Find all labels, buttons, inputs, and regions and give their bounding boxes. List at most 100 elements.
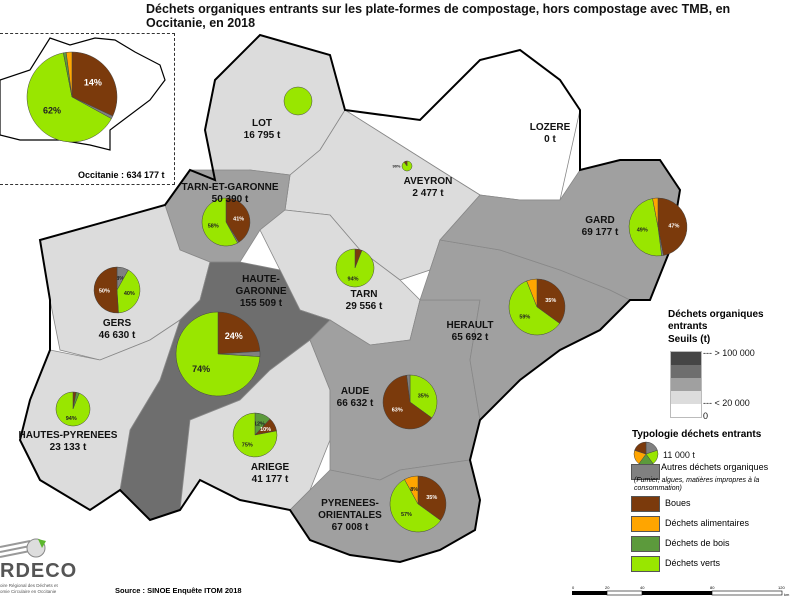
pie-hautes-pyrenees-slice-label: 94% (66, 416, 77, 422)
pie-aude-slice-autres (406, 374, 411, 403)
inset-pie-slice-alimentaires (65, 51, 73, 98)
pie-herault-slice-verts (508, 280, 561, 336)
department-name: AVEYRON (403, 176, 453, 187)
legend-threshold-low: --- < 20 000 (703, 398, 750, 408)
legend-size-reference: 11 000 t (663, 450, 695, 460)
department-tonnage: 0 t (544, 134, 556, 145)
pie-aude-slice-boues (382, 374, 433, 430)
department-tonnage: 46 630 t (98, 330, 136, 341)
department-name: TARN (350, 289, 378, 300)
department-tonnage: 65 692 t (451, 332, 489, 343)
pie-gard-slice-label: 49% (637, 227, 648, 233)
pie-haute-garonne-slice-label: 74% (192, 364, 210, 374)
department-tonnage: 67 008 t (331, 522, 369, 533)
region-border (18, 33, 682, 564)
scale-bar: 0 20 40 80 120 km (572, 585, 790, 597)
pie-gard-slice-verts (628, 198, 662, 257)
pie-gers-slice-boues (93, 266, 119, 314)
department-tonnage: 69 177 t (581, 227, 619, 238)
pie-lot-slice-verts (283, 86, 313, 116)
pie-gers-slice-label: 8% (116, 276, 124, 282)
department-label-tarn-et-garonne: TARN-ET-GARONNE 50 390 t (181, 182, 278, 206)
inset-total: Occitanie : 634 177 t (78, 170, 165, 180)
department-label-aude: AUDE 66 632 t (337, 386, 374, 410)
pie-pyrenees-orientales-slice-label: 57% (401, 512, 412, 518)
legend-label-alimentaires: Déchets alimentaires (665, 518, 750, 528)
pie-ariege-slice-label: 10% (260, 427, 271, 433)
inset-pie-slice-verts (26, 52, 112, 143)
legend-label-bois: Déchets de bois (665, 538, 730, 548)
legend-typology-title: Typologie déchets entrants (632, 429, 762, 440)
legend-choropleth-title: Déchets organiques entrants (668, 309, 764, 332)
department-tonnage: 41 177 t (251, 474, 289, 485)
department-label-gard: GARD 69 177 t (582, 215, 619, 239)
department-name: HAUTE- GARONNE (235, 274, 287, 297)
department-tonnage: 50 390 t (211, 194, 249, 205)
inset-pie-slice-boues (71, 51, 118, 117)
department-tonnage: 66 632 t (336, 398, 374, 409)
pie-gers-slice-label: 40% (124, 291, 135, 297)
pie-gers-slice-verts (116, 269, 141, 314)
logo-subtitle: oire Régional des Déchets et omie Circula… (0, 583, 58, 594)
legend-thresholds-title: Seuils (t) (668, 334, 711, 345)
department-label-herault: HERAULT 65 692 t (446, 320, 493, 344)
pie-gard-slice-label: 47% (668, 223, 679, 229)
pie-hautes-pyrenees-slice-verts (55, 391, 91, 427)
department-label-lozere: LOZERE 0 t (530, 122, 571, 146)
inset-frame (0, 33, 175, 185)
inset-pie-slice-label: 62% (43, 106, 61, 116)
legend-color-ramp (670, 351, 702, 418)
logo-text: RDECO (0, 560, 78, 582)
pie-tarn-slice-verts (335, 248, 375, 288)
legend-threshold-high: --- > 100 000 (703, 348, 755, 358)
pie-gard-slice-boues (657, 197, 688, 256)
legend-swatch-boues (631, 496, 660, 512)
pie-ariege-slice-label: 12% (254, 422, 265, 428)
pie-tarn-slice-label: 94% (348, 276, 359, 282)
department-label-ariege: ARIEGE 41 177 t (251, 462, 289, 486)
legend-size-pie-slice-boues (634, 441, 647, 455)
department-label-hautes-pyrenees: HAUTES-PYRENEES 23 133 t (19, 430, 118, 454)
legend-label-boues: Boues (665, 498, 691, 508)
pie-haute-garonne-slice-boues (217, 311, 261, 355)
department-label-gers: GERS 46 630 t (99, 318, 136, 342)
department-name: ARIEGE (250, 462, 290, 473)
department-name: GERS (102, 318, 132, 329)
department-name: LOZERE (529, 122, 571, 133)
pie-aveyron-slice-boues (403, 160, 408, 167)
department-name: LOT (251, 118, 272, 129)
map-title: Déchets organiques entrants sur les plat… (146, 2, 731, 30)
pie-pyrenees-orientales-slice-boues (417, 475, 447, 521)
department-name: PYRENEES- ORIENTALES (318, 498, 382, 521)
department-tonnage: 2 477 t (412, 188, 444, 199)
pie-haute-garonne-slice-verts (175, 311, 261, 397)
pie-tarn-et-garonne-slice-label: 41% (233, 216, 244, 222)
department-tonnage: 23 133 t (49, 442, 87, 453)
department-label-lot: LOT 16 795 t (244, 118, 281, 142)
department-label-tarn: TARN 29 556 t (346, 289, 383, 313)
pie-tarn-et-garonne-slice-label: 58% (208, 223, 219, 229)
legend-threshold-zero: 0 (703, 411, 709, 421)
department-tonnage: 155 509 t (239, 298, 283, 309)
pie-herault-slice-label: 35% (545, 298, 556, 304)
legend-label-verts: Déchets verts (665, 558, 721, 568)
pie-aveyron-slice-label: 90% (392, 164, 400, 169)
legend-autres-note: (Fumier, algues, matières impropres à la… (634, 477, 760, 492)
department-label-haute-garonne: HAUTE- GARONNE 155 509 t (235, 274, 286, 310)
department-label-pyrenees-orientales: PYRENEES- ORIENTALES 67 008 t (318, 498, 382, 534)
pie-aude-slice-label: 35% (418, 393, 429, 399)
pie-ariege-slice-label: 75% (242, 442, 253, 448)
pie-aude-slice-label: 63% (392, 408, 403, 414)
pie-pyrenees-orientales-slice-verts (389, 479, 442, 533)
scale-tick: 0 (572, 585, 575, 590)
scale-unit: km (784, 592, 790, 597)
pie-herault-slice-boues (536, 278, 566, 324)
logo-icon (0, 538, 46, 558)
pie-pyrenees-orientales-slice-label: 35% (426, 495, 437, 501)
department-name: HERAULT (446, 320, 494, 331)
department-label-aveyron: AVEYRON 2 477 t (404, 176, 453, 200)
pie-pyrenees-orientales-slice-alimentaires (404, 475, 419, 505)
scale-tick: 40 (640, 585, 645, 590)
pie-pyrenees-orientales-slice-label: 8% (410, 487, 418, 493)
